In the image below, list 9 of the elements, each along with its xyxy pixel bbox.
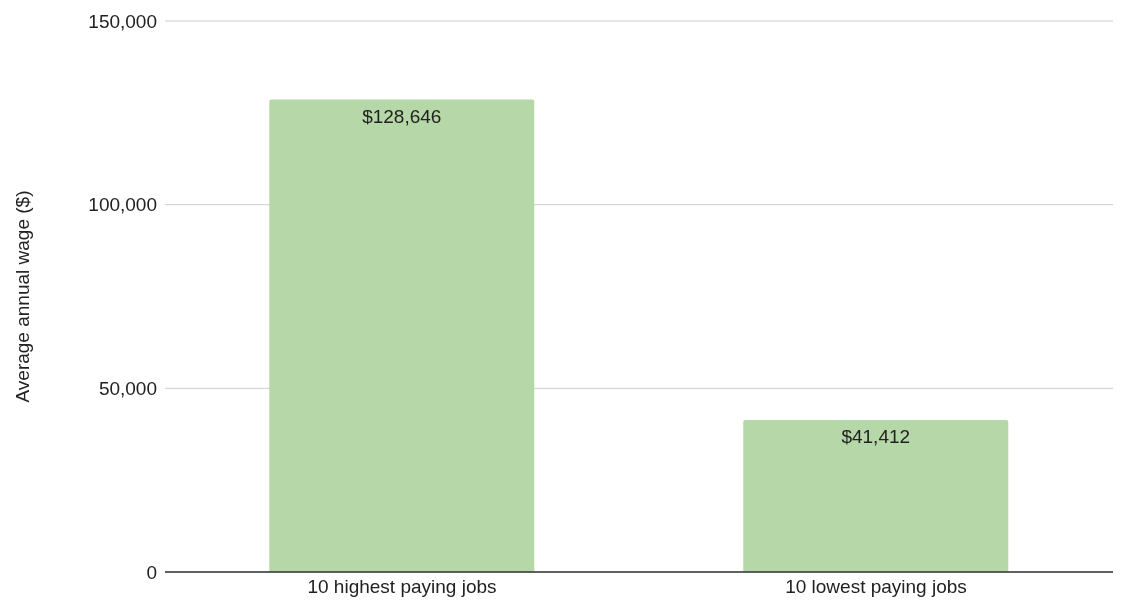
x-tick-label: 10 lowest paying jobs [785,576,967,598]
x-tick-label: 10 highest paying jobs [307,576,497,598]
data-label: $128,646 [362,105,442,127]
y-axis-title: Average annual wage ($) [11,190,33,403]
y-tick-label: 100,000 [88,194,157,216]
y-tick-label: 50,000 [98,378,157,400]
y-tick-label: 0 [146,561,157,583]
y-tick-label: 150,000 [88,10,157,32]
data-label: $41,412 [841,426,911,448]
